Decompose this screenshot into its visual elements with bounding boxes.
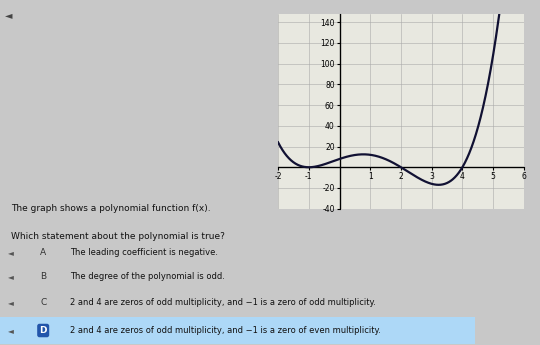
Text: ◄: ◄ — [8, 248, 14, 257]
Text: The leading coefficient is negative.: The leading coefficient is negative. — [70, 248, 218, 257]
Text: The graph shows a polynomial function f(x).: The graph shows a polynomial function f(… — [11, 205, 211, 214]
Text: ◄: ◄ — [5, 10, 13, 20]
Text: Which statement about the polynomial is true?: Which statement about the polynomial is … — [11, 232, 225, 241]
Text: C: C — [40, 298, 46, 307]
Text: ◄: ◄ — [8, 298, 14, 307]
Text: 2 and 4 are zeros of odd multiplicity, and −1 is a zero of even multiplicity.: 2 and 4 are zeros of odd multiplicity, a… — [70, 326, 381, 335]
Text: A: A — [40, 248, 46, 257]
Text: ◄: ◄ — [8, 326, 14, 335]
FancyBboxPatch shape — [0, 317, 475, 344]
Text: B: B — [40, 273, 46, 282]
Text: D: D — [39, 326, 47, 335]
Text: The degree of the polynomial is odd.: The degree of the polynomial is odd. — [70, 273, 225, 282]
Text: 2 and 4 are zeros of odd multiplicity, and −1 is a zero of odd multiplicity.: 2 and 4 are zeros of odd multiplicity, a… — [70, 298, 376, 307]
Text: ◄: ◄ — [8, 273, 14, 282]
